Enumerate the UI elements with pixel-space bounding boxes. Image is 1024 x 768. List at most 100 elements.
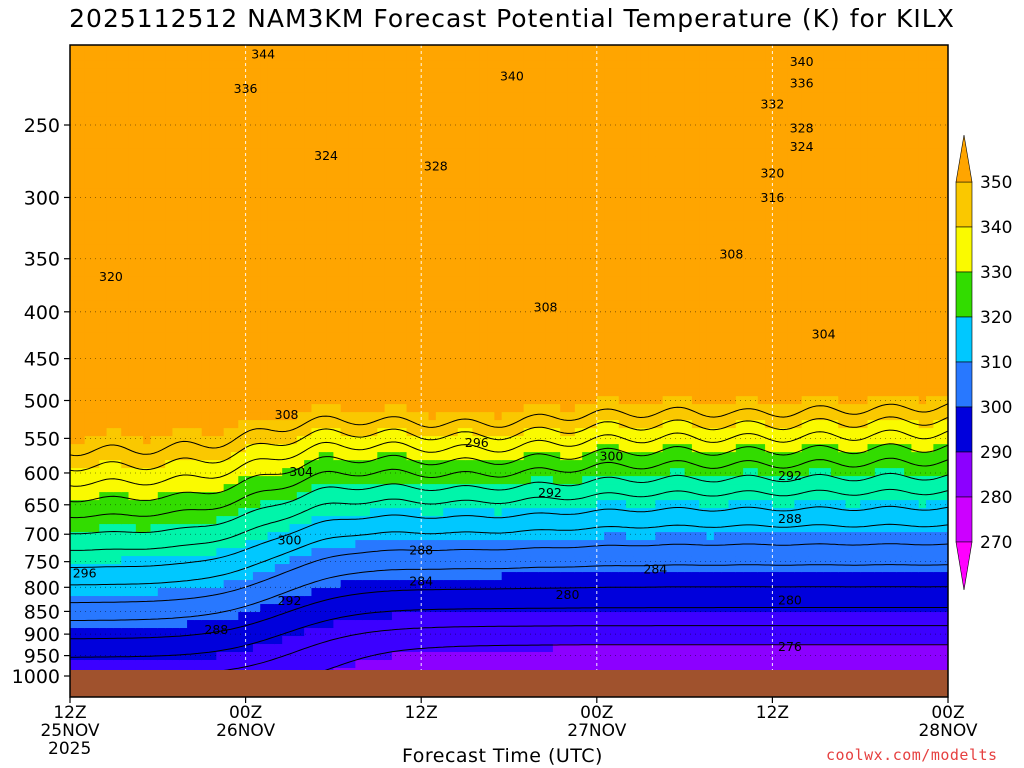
field-cell: [355, 564, 364, 573]
field-cell: [509, 596, 517, 605]
field-cell: [384, 564, 393, 573]
field-cell: [121, 612, 130, 621]
field-cell: [77, 396, 86, 405]
field-cell: [429, 36, 437, 45]
field-cell: [260, 588, 269, 597]
field-cell: [384, 68, 393, 77]
field-cell: [289, 500, 298, 509]
field-cell: [457, 636, 466, 645]
field-cell: [435, 236, 444, 245]
field-cell: [274, 460, 283, 469]
field-cell: [428, 124, 437, 133]
field-cell: [172, 380, 181, 389]
field-cell: [443, 420, 452, 429]
field-cell: [465, 468, 474, 477]
field-cell: [77, 404, 86, 413]
field-cell: [369, 636, 378, 645]
field-cell: [70, 460, 78, 469]
field-cell: [77, 68, 86, 77]
field-cell: [362, 556, 371, 565]
field-cell: [230, 604, 239, 613]
field-cell: [77, 300, 86, 309]
field-cell: [216, 300, 225, 309]
field-cell: [362, 540, 371, 549]
field-cell: [296, 220, 305, 229]
field-cell: [216, 172, 225, 181]
field-cell: [84, 324, 93, 333]
field-cell: [172, 340, 181, 349]
field-cell: [340, 60, 349, 69]
field-cell: [245, 132, 254, 141]
field-cell: [326, 468, 334, 477]
field-cell: [238, 220, 247, 229]
field-cell: [509, 396, 517, 405]
field-cell: [143, 188, 152, 197]
field-cell: [509, 628, 517, 637]
field-cell: [391, 460, 400, 469]
field-cell: [70, 340, 78, 349]
field-cell: [509, 268, 517, 277]
field-cell: [238, 492, 247, 501]
field-cell: [501, 276, 510, 285]
field-cell: [128, 516, 137, 525]
field-cell: [479, 164, 488, 173]
field-cell: [157, 228, 166, 237]
field-cell: [99, 380, 108, 389]
field-cell: [501, 252, 510, 261]
field-cell: [391, 212, 400, 221]
field-cell: [326, 164, 334, 173]
field-cell: [494, 596, 503, 605]
field-cell: [201, 148, 210, 157]
field-cell: [143, 436, 152, 445]
field-cell: [209, 452, 217, 461]
field-cell: [296, 444, 305, 453]
field-cell: [113, 404, 122, 413]
field-cell: [384, 92, 393, 101]
field-cell: [252, 340, 261, 349]
field-cell: [143, 612, 152, 621]
field-cell: [209, 348, 217, 357]
field-cell: [91, 116, 100, 125]
field-cell: [457, 60, 466, 69]
field-cell: [472, 540, 481, 549]
field-cell: [223, 548, 232, 557]
field-cell: [479, 140, 488, 149]
field-cell: [369, 660, 378, 669]
field-cell: [267, 420, 276, 429]
field-cell: [377, 372, 386, 381]
field-cell: [457, 308, 466, 317]
field-cell: [304, 588, 313, 597]
field-cell: [187, 604, 195, 613]
field-cell: [84, 340, 93, 349]
field-cell: [421, 45, 430, 53]
field-cell: [223, 380, 232, 389]
field-cell: [435, 348, 444, 357]
field-cell: [472, 140, 481, 149]
field-cell: [340, 428, 349, 437]
field-cell: [157, 220, 166, 229]
field-cell: [77, 372, 86, 381]
field-cell: [362, 508, 371, 517]
field-cell: [421, 156, 430, 165]
field-cell: [252, 356, 261, 365]
field-cell: [523, 45, 532, 53]
field-cell: [84, 100, 93, 109]
field-cell: [472, 396, 481, 405]
field-cell: [194, 220, 203, 229]
field-cell: [150, 36, 158, 45]
field-cell: [377, 116, 386, 125]
field-cell: [443, 356, 452, 365]
field-cell: [333, 52, 342, 61]
field-cell: [238, 268, 247, 277]
field-cell: [113, 436, 122, 445]
field-cell: [384, 268, 393, 277]
field-cell: [157, 164, 166, 173]
field-cell: [501, 548, 510, 557]
field-cell: [362, 124, 371, 133]
field-cell: [450, 244, 459, 253]
field-cell: [216, 644, 225, 653]
field-cell: [113, 628, 122, 637]
field-cell: [289, 268, 298, 277]
field-cell: [348, 60, 356, 69]
field-cell: [289, 300, 298, 309]
